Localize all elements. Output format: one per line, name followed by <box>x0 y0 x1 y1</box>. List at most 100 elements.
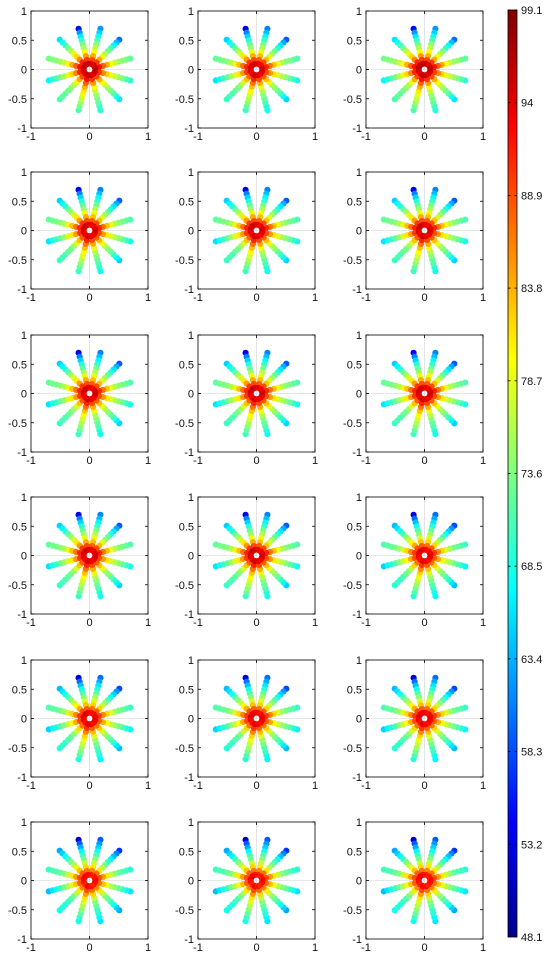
panel-r6-c1: -1 -0.5 0 0.5 1 -1 0 1 <box>8 817 151 954</box>
y-tick-label: 0 <box>21 389 27 401</box>
y-tick-label: 0.5 <box>179 35 194 47</box>
data-point <box>82 711 89 718</box>
x-tick-label: 0 <box>253 942 259 954</box>
y-tick-label: 1 <box>188 655 194 667</box>
x-tick-label: 0 <box>421 455 427 467</box>
y-tick-label: 0 <box>188 389 194 401</box>
colorbar-tick-label: 63.4 <box>521 654 542 666</box>
x-tick-label: -1 <box>26 617 36 629</box>
x-tick-label: 1 <box>312 455 318 467</box>
y-tick-label: -1 <box>352 123 362 135</box>
x-tick-label: 0 <box>253 455 259 467</box>
x-tick-label: 1 <box>145 942 151 954</box>
y-tick-label: 0 <box>21 714 27 726</box>
y-tick-label: 0 <box>356 551 362 563</box>
y-tick-label: -0.5 <box>8 418 27 430</box>
y-tick-label: 1 <box>21 655 27 667</box>
y-tick-label: 0.5 <box>179 684 194 696</box>
x-tick-label: 1 <box>312 617 318 629</box>
data-point <box>82 386 89 393</box>
colorbar-tick-label: 68.5 <box>521 561 542 573</box>
y-tick-label: -0.5 <box>343 905 362 917</box>
y-tick-label: 1 <box>188 167 194 179</box>
y-tick-label: -0.5 <box>8 743 27 755</box>
x-tick-label: -1 <box>361 942 371 954</box>
y-tick-label: 1 <box>21 6 27 18</box>
y-tick-label: -0.5 <box>343 418 362 430</box>
data-point <box>249 873 256 880</box>
x-tick-label: -1 <box>26 131 36 143</box>
y-tick-label: 0 <box>188 551 194 563</box>
y-tick-label: 0 <box>188 714 194 726</box>
data-point <box>249 548 256 555</box>
x-tick-label: -1 <box>193 780 203 792</box>
panel-r1-c1: -1 -0.5 0 0.5 1 -1 0 1 <box>8 6 151 143</box>
x-tick-label: 0 <box>253 617 259 629</box>
x-tick-label: 0 <box>86 131 92 143</box>
y-tick-label: -1 <box>352 447 362 459</box>
x-tick-label: 1 <box>145 617 151 629</box>
y-tick-label: 1 <box>21 167 27 179</box>
x-tick-label: 1 <box>312 292 318 304</box>
x-tick-label: 1 <box>480 131 486 143</box>
y-tick-label: 1 <box>21 330 27 342</box>
y-tick-label: 0.5 <box>179 846 194 858</box>
x-tick-label: 1 <box>480 455 486 467</box>
data-point <box>82 873 89 880</box>
x-tick-label: 0 <box>86 780 92 792</box>
colorbar-tick-label: 48.1 <box>521 932 542 944</box>
x-tick-label: 1 <box>145 131 151 143</box>
y-tick-label: -1 <box>17 123 27 135</box>
x-tick-label: -1 <box>26 455 36 467</box>
data-point <box>417 873 424 880</box>
data-point <box>82 548 89 555</box>
x-tick-label: -1 <box>193 131 203 143</box>
y-tick-label: -0.5 <box>343 743 362 755</box>
y-tick-label: -1 <box>184 934 194 946</box>
panel-r5-c3: -1 -0.5 0 0.5 1 -1 0 1 <box>343 655 486 792</box>
y-tick-label: 0.5 <box>12 359 27 371</box>
y-tick-label: -1 <box>352 934 362 946</box>
x-tick-label: -1 <box>26 292 36 304</box>
panel-r2-c1: -1 -0.5 0 0.5 1 -1 0 1 <box>8 167 151 304</box>
panel-r3-c1: -1 -0.5 0 0.5 1 -1 0 1 <box>8 330 151 467</box>
y-tick-label: 0.5 <box>12 35 27 47</box>
x-tick-label: -1 <box>193 455 203 467</box>
y-tick-label: 0 <box>21 226 27 238</box>
y-tick-label: -1 <box>184 447 194 459</box>
y-tick-label: 1 <box>356 6 362 18</box>
y-tick-label: 0.5 <box>179 521 194 533</box>
x-tick-label: 1 <box>480 292 486 304</box>
colorbar-tick-label: 58.3 <box>521 747 542 759</box>
y-tick-label: -1 <box>352 772 362 784</box>
y-tick-label: 1 <box>356 492 362 504</box>
panel-r3-c2: -1 -0.5 0 0.5 1 -1 0 1 <box>175 330 318 467</box>
x-tick-label: -1 <box>193 617 203 629</box>
data-point <box>249 62 256 69</box>
x-tick-label: 0 <box>86 617 92 629</box>
x-tick-label: 0 <box>253 292 259 304</box>
panel-r1-c3: -1 -0.5 0 0.5 1 -1 0 1 <box>343 6 486 143</box>
y-tick-label: -1 <box>184 123 194 135</box>
x-tick-label: 0 <box>253 780 259 792</box>
x-tick-label: 1 <box>145 780 151 792</box>
y-tick-label: -0.5 <box>8 905 27 917</box>
y-tick-label: 1 <box>356 817 362 829</box>
y-tick-label: 0 <box>21 551 27 563</box>
y-tick-label: -0.5 <box>175 743 194 755</box>
x-tick-label: -1 <box>361 780 371 792</box>
y-tick-label: -0.5 <box>175 94 194 106</box>
x-tick-label: 1 <box>480 617 486 629</box>
x-tick-label: 0 <box>86 455 92 467</box>
y-tick-label: 0.5 <box>12 521 27 533</box>
y-tick-label: 1 <box>188 330 194 342</box>
x-tick-label: 0 <box>421 131 427 143</box>
y-tick-label: -0.5 <box>8 255 27 267</box>
y-tick-label: -0.5 <box>175 418 194 430</box>
x-tick-label: -1 <box>26 942 36 954</box>
colorbar-tick-label: 73.6 <box>521 469 542 481</box>
panel-r3-c3: -1 -0.5 0 0.5 1 -1 0 1 <box>343 330 486 467</box>
y-tick-label: -0.5 <box>8 580 27 592</box>
x-tick-label: -1 <box>361 617 371 629</box>
y-tick-label: 1 <box>188 492 194 504</box>
